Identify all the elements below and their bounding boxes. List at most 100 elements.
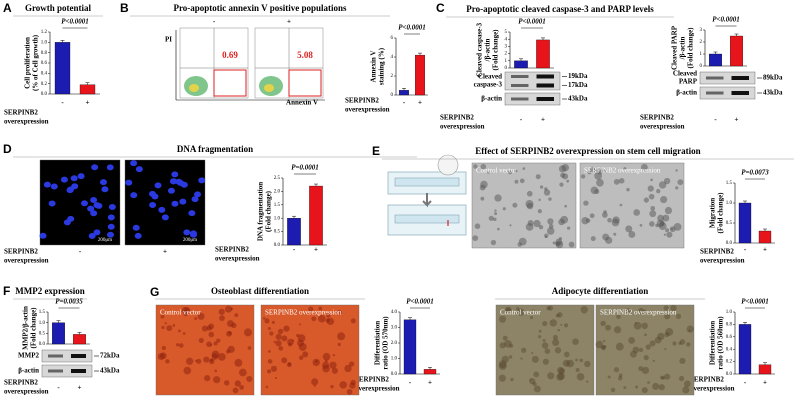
texture [548,197,552,201]
x-axis-label: overexpression [4,118,49,126]
category-label: - [403,99,406,107]
category-label: + [541,116,545,124]
p-value: P<0.0001 [712,16,740,24]
texture [283,325,290,332]
texture [213,376,221,384]
texture [160,314,165,319]
nucleus [148,190,156,197]
texture [596,167,603,175]
y-tick-label: 0.0 [41,92,48,97]
blot-label: β-actin [18,367,39,375]
texture [604,169,607,172]
texture [556,373,564,381]
y-tick-label: 2 [505,52,508,57]
texture [522,167,526,170]
nucleus [135,166,143,173]
texture [329,361,337,369]
texture [298,355,304,360]
category-label: - [57,384,60,392]
texture [557,328,560,332]
y-tick-label: 0.5 [274,230,281,235]
texture [291,339,295,342]
y-tick-label: 4.0 [391,310,398,315]
texture [505,307,511,314]
texture [350,379,356,386]
y-tick-label: 1.0 [41,40,48,45]
texture [239,385,244,390]
y-axis-label: (Fold change) [30,307,38,349]
transwell-schematic [387,154,467,236]
y-tick-label: 1.5 [274,203,281,208]
texture [633,209,641,216]
texture [198,337,204,344]
nucleus [107,214,115,221]
blot [504,92,561,106]
x-axis-label: overexpression [345,106,390,114]
texture [683,380,691,388]
y-tick-label: 3 [700,28,703,33]
texture [514,169,518,173]
x-axis-label: overexpression [355,385,400,393]
blot-label: β-actin [481,95,502,103]
texture [555,241,561,247]
band [536,74,554,79]
nucleus [70,175,78,182]
bar [54,42,71,95]
texture [318,306,323,311]
y-axis-label: MMP2/β-actin [22,306,30,350]
texture [566,226,571,230]
p-value: P=0.0035 [55,298,83,306]
texture [514,179,519,184]
y-axis-label: Cleaved PARP [671,25,679,70]
texture [619,203,623,207]
texture [675,169,678,172]
texture [589,166,596,173]
texture [537,209,542,214]
blot [41,349,93,363]
y-tick-label: 2.0 [391,341,398,346]
texture [472,235,479,242]
x-axis-label: SERPINB2 [690,376,724,384]
texture [618,373,623,378]
scale-bar: 200μm [183,238,197,243]
category-label: + [418,99,422,107]
y-tick-label: 0.0 [391,372,398,377]
nucleus [66,187,74,194]
texture [643,197,650,203]
texture [611,218,620,227]
texture [218,308,225,315]
texture [633,321,642,330]
texture [265,385,269,389]
category-label: - [714,116,717,124]
texture [542,320,548,327]
panel-title: DNA fragmentation [177,144,253,154]
texture [201,325,209,332]
texture [638,347,644,353]
blot-label: MMP2 [18,352,39,360]
texture [539,185,544,189]
image-category: - [79,248,82,256]
apoptotic-gate [213,69,247,97]
texture [585,380,589,383]
texture [526,190,533,197]
y-tick-label: 1 [700,52,703,57]
nucleus [175,178,183,185]
y-axis-label: Cleaved caspase-3 [476,22,484,77]
bar [758,364,772,375]
texture [682,386,690,394]
p-value: P<0.0001 [518,18,546,26]
band [71,354,86,358]
texture [548,224,554,229]
texture [270,365,277,372]
texture [181,306,189,314]
texture [635,385,639,389]
texture [273,340,276,344]
x-axis-label: SERPINB2 [640,114,674,122]
y-tick-label: 1.0 [39,321,46,326]
texture [223,380,230,386]
texture [686,342,691,347]
y-tick-label: 1.5 [726,181,733,186]
micrograph [260,304,360,396]
texture [337,332,346,341]
